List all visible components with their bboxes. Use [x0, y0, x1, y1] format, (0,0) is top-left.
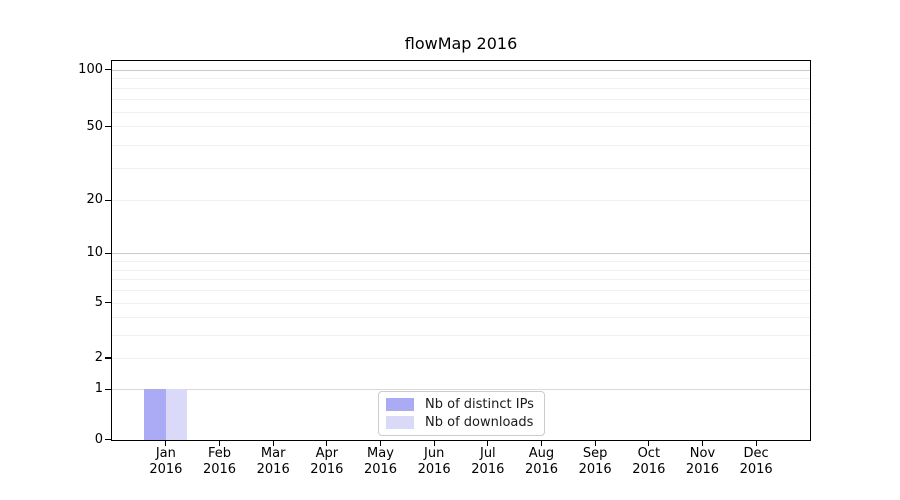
x-tick-label-jun: Jun 2016 — [402, 446, 466, 478]
x-tick-label-year: 2016 — [685, 462, 720, 477]
x-tick-label-may: May 2016 — [349, 446, 413, 478]
legend-swatch-distinct-ips — [386, 398, 414, 411]
x-tick-oct — [648, 440, 650, 447]
gridline-minor-90 — [112, 78, 810, 80]
y-tick-label-20: 20 — [86, 192, 103, 208]
y-tick-20 — [105, 199, 111, 201]
y-tick-10 — [105, 252, 111, 255]
x-tick-label-month: Sep — [582, 446, 608, 461]
x-tick-label-year: 2016 — [149, 462, 183, 477]
y-tick-label-50: 50 — [86, 118, 103, 134]
x-tick-label-nov: Nov 2016 — [670, 446, 734, 478]
y-tick-label-1: 1 — [94, 381, 103, 397]
y-tick-label-5: 5 — [94, 294, 103, 310]
x-tick-dec — [755, 440, 757, 447]
x-tick-jan — [165, 440, 167, 447]
x-tick-label-year: 2016 — [417, 462, 451, 477]
gridline-minor-2 — [112, 357, 810, 359]
x-tick-label-month: Jun — [424, 446, 445, 461]
x-tick-label-month: Oct — [637, 446, 661, 461]
y-tick-label-2: 2 — [94, 349, 103, 365]
gridline-minor-40 — [112, 144, 810, 146]
y-tick-label-0: 0 — [94, 431, 103, 447]
x-tick-aug — [540, 440, 543, 447]
x-tick-label-jul: Jul 2016 — [456, 446, 520, 478]
x-tick-label-year: 2016 — [524, 462, 559, 477]
gridline-minor-9 — [112, 261, 810, 263]
gridline-minor-5 — [112, 302, 810, 304]
x-tick-label-month: Aug — [528, 446, 555, 461]
x-tick-nov — [701, 440, 704, 447]
legend-item-distinct-ips: Nb of distinct IPs — [386, 397, 536, 412]
x-tick-label-month: Nov — [689, 446, 716, 461]
legend-swatch-downloads — [386, 416, 414, 429]
x-tick-label-month: Mar — [260, 446, 286, 461]
x-tick-label-year: 2016 — [363, 462, 398, 477]
x-tick-apr — [326, 440, 328, 447]
x-tick-label-apr: Apr 2016 — [295, 446, 359, 478]
gridline-minor-8 — [112, 269, 810, 271]
x-tick-label-year: 2016 — [739, 462, 773, 477]
legend-label-distinct-ips: Nb of distinct IPs — [425, 397, 534, 412]
x-tick-sep — [594, 440, 596, 447]
legend-item-downloads: Nb of downloads — [386, 415, 536, 430]
y-tick-100 — [105, 69, 111, 71]
x-tick-label-year: 2016 — [202, 462, 237, 477]
gridline-major-100 — [112, 69, 810, 71]
x-tick-jul — [487, 440, 489, 447]
gridline-major-10 — [112, 253, 810, 255]
gridline-minor-60 — [112, 111, 810, 113]
x-tick-label-jan: Jan 2016 — [134, 446, 198, 478]
chart-title: flowMap 2016 — [404, 34, 518, 53]
gridline-minor-80 — [112, 87, 810, 89]
x-tick-label-month: Dec — [743, 446, 769, 461]
x-tick-label-month: Jan — [155, 446, 176, 461]
gridline-minor-3 — [112, 335, 810, 337]
gridline-minor-20 — [112, 200, 810, 202]
x-tick-jun — [433, 440, 435, 447]
x-tick-mar — [272, 440, 274, 447]
x-tick-label-year: 2016 — [256, 462, 290, 477]
x-tick-label-year: 2016 — [578, 462, 612, 477]
x-tick-label-month: Apr — [315, 446, 339, 461]
legend-label-downloads: Nb of downloads — [425, 415, 534, 430]
x-tick-label-feb: Feb 2016 — [188, 446, 252, 478]
gridline-minor-30 — [112, 167, 810, 169]
gridline-minor-7 — [112, 279, 810, 281]
x-tick-label-oct: Oct 2016 — [617, 446, 681, 478]
x-tick-label-sep: Sep 2016 — [563, 446, 627, 478]
x-tick-label-year: 2016 — [632, 462, 666, 477]
gridline-major-1 — [112, 389, 810, 391]
x-tick-label-aug: Aug 2016 — [509, 446, 573, 478]
y-tick-5 — [105, 302, 111, 304]
legend: Nb of distinct IPs Nb of downloads — [378, 391, 545, 436]
y-tick-0 — [105, 439, 111, 441]
gridline-minor-4 — [112, 317, 810, 319]
y-tick-50 — [105, 126, 111, 128]
y-tick-label-100: 100 — [78, 61, 103, 77]
gridline-minor-50 — [112, 126, 810, 128]
x-tick-label-year: 2016 — [310, 462, 344, 477]
y-tick-2 — [105, 357, 111, 359]
x-tick-label-month: Feb — [208, 446, 232, 461]
plot-area — [111, 60, 811, 441]
x-tick-label-mar: Mar 2016 — [241, 446, 305, 478]
gridline-minor-70 — [112, 98, 810, 100]
bar-nb-of-distinct-ips-jan — [144, 389, 166, 440]
x-tick-feb — [218, 440, 221, 447]
x-tick-label-dec: Dec 2016 — [724, 446, 788, 478]
y-tick-label-10: 10 — [86, 245, 103, 261]
x-tick-label-year: 2016 — [471, 462, 505, 477]
bar-nb-of-downloads-jan — [165, 389, 188, 440]
x-tick-label-month: May — [367, 446, 394, 461]
gridline-minor-6 — [112, 290, 810, 292]
y-tick-1 — [105, 388, 111, 390]
x-tick-may — [379, 440, 382, 447]
x-tick-label-month: Jul — [479, 446, 496, 461]
